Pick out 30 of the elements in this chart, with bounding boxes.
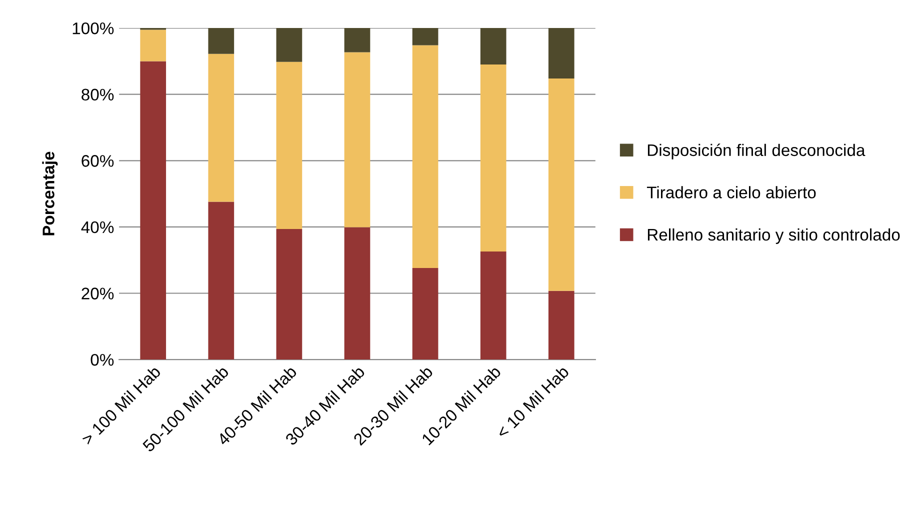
y-tick-label: 20% [82, 288, 114, 300]
bar [208, 202, 234, 360]
bar [548, 78, 574, 291]
bar [276, 28, 302, 62]
bar [208, 54, 234, 202]
bar [548, 290, 574, 360]
y-tick-label: 0% [90, 354, 114, 366]
bar [208, 28, 234, 54]
bar [412, 45, 438, 268]
bar [412, 28, 438, 46]
y-axis-title: Porcentaje [42, 152, 58, 236]
legend-label: Tiradero a cielo abierto [646, 186, 816, 198]
bar [548, 28, 574, 78]
legend-label: Disposición final desconocida [648, 144, 866, 160]
y-tick-label: 60% [82, 155, 114, 167]
y-tick-label: 80% [82, 88, 114, 101]
bar [276, 228, 302, 360]
bar [480, 251, 506, 360]
bar [140, 61, 166, 360]
bar [276, 62, 302, 229]
y-tick-label: 100% [72, 22, 114, 34]
bar [344, 52, 370, 228]
bar [140, 30, 166, 62]
legend-label: Relleno sanitario y sitio controlado [648, 228, 900, 244]
y-tick-label: 40% [81, 221, 114, 234]
bar [344, 28, 370, 52]
bar [412, 268, 438, 360]
bar [480, 28, 506, 65]
bar [344, 227, 370, 360]
bar [480, 64, 506, 252]
